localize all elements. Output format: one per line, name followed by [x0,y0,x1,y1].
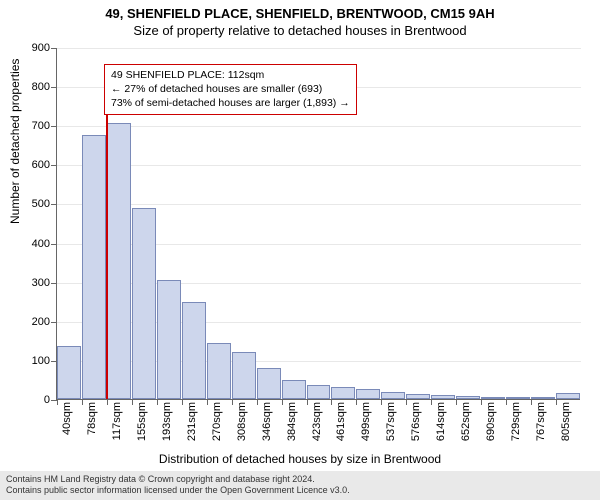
grid-line [57,165,581,166]
histogram-bar [107,123,131,399]
x-tick [57,399,58,405]
y-tick-label: 700 [10,120,50,132]
x-tick-label: 308sqm [236,402,248,452]
y-tick [51,283,57,284]
y-tick [51,48,57,49]
y-tick-label: 0 [10,394,50,406]
y-tick-label: 100 [10,355,50,367]
histogram-bar [157,280,181,399]
histogram-bar [381,392,405,399]
x-tick-label: 461sqm [335,402,347,452]
y-tick-label: 200 [10,316,50,328]
x-tick-label: 767sqm [535,402,547,452]
x-tick [356,399,357,405]
y-tick-label: 300 [10,277,50,289]
grid-line [57,126,581,127]
x-tick-label: 690sqm [485,402,497,452]
x-tick [456,399,457,405]
x-tick [331,399,332,405]
histogram-bar [132,208,156,399]
x-tick [207,399,208,405]
histogram-bar [531,397,555,399]
x-tick [406,399,407,405]
x-tick [182,399,183,405]
x-tick-label: 346sqm [261,402,273,452]
x-tick [232,399,233,405]
x-tick-label: 423sqm [311,402,323,452]
x-tick [82,399,83,405]
x-tick [307,399,308,405]
x-tick-label: 40sqm [61,402,73,452]
x-tick-label: 729sqm [510,402,522,452]
y-tick [51,87,57,88]
histogram-bar [481,397,505,399]
x-tick [132,399,133,405]
y-tick [51,165,57,166]
property-annotation: 49 SHENFIELD PLACE: 112sqm← 27% of detac… [104,64,357,115]
x-tick [431,399,432,405]
x-tick-label: 270sqm [211,402,223,452]
x-tick-label: 537sqm [385,402,397,452]
annotation-larger: 73% of semi-detached houses are larger (… [111,96,350,110]
histogram-bar [57,346,81,399]
histogram-bar [456,396,480,399]
histogram-bar [82,135,106,399]
x-tick-label: 652sqm [460,402,472,452]
histogram-bar [207,343,231,399]
histogram-bar [431,395,455,399]
y-tick-label: 500 [10,198,50,210]
footer-attribution: Contains HM Land Registry data © Crown c… [0,471,600,500]
histogram-bar [307,385,331,399]
x-tick [531,399,532,405]
y-tick [51,204,57,205]
x-axis-title: Distribution of detached houses by size … [0,452,600,466]
x-tick-label: 576sqm [410,402,422,452]
x-tick-label: 805sqm [560,402,572,452]
histogram-bar [282,380,306,399]
histogram-bar [506,397,530,399]
histogram-bar [356,389,380,399]
x-tick [481,399,482,405]
x-tick-label: 78sqm [86,402,98,452]
x-tick-label: 193sqm [161,402,173,452]
annotation-size: 49 SHENFIELD PLACE: 112sqm [111,68,350,82]
y-tick [51,322,57,323]
x-tick-label: 499sqm [360,402,372,452]
grid-line [57,48,581,49]
x-tick [157,399,158,405]
histogram-bar [182,302,206,399]
chart-subtitle: Size of property relative to detached ho… [0,21,600,38]
histogram-bar [406,394,430,399]
x-tick-label: 117sqm [111,402,123,452]
histogram-bar [257,368,281,399]
x-tick-label: 384sqm [286,402,298,452]
footer-line1: Contains HM Land Registry data © Crown c… [6,474,594,486]
x-tick [282,399,283,405]
footer-line2: Contains public sector information licen… [6,485,594,497]
property-marker-line [106,82,108,399]
annotation-smaller: ← 27% of detached houses are smaller (69… [111,82,350,96]
x-tick-label: 231sqm [186,402,198,452]
y-tick-label: 400 [10,238,50,250]
histogram-bar [556,393,580,399]
chart-plot-area: 010020030040050060070080090040sqm78sqm11… [56,48,580,400]
y-tick-label: 600 [10,159,50,171]
x-tick [107,399,108,405]
y-tick-label: 900 [10,42,50,54]
grid-line [57,204,581,205]
x-tick-label: 155sqm [136,402,148,452]
x-tick [257,399,258,405]
chart-title-address: 49, SHENFIELD PLACE, SHENFIELD, BRENTWOO… [0,0,600,21]
x-tick [556,399,557,405]
histogram-bar [232,352,256,399]
histogram-bar [331,387,355,399]
x-tick-label: 614sqm [435,402,447,452]
y-tick [51,126,57,127]
x-tick [381,399,382,405]
y-tick [51,244,57,245]
x-tick [506,399,507,405]
y-tick-label: 800 [10,81,50,93]
